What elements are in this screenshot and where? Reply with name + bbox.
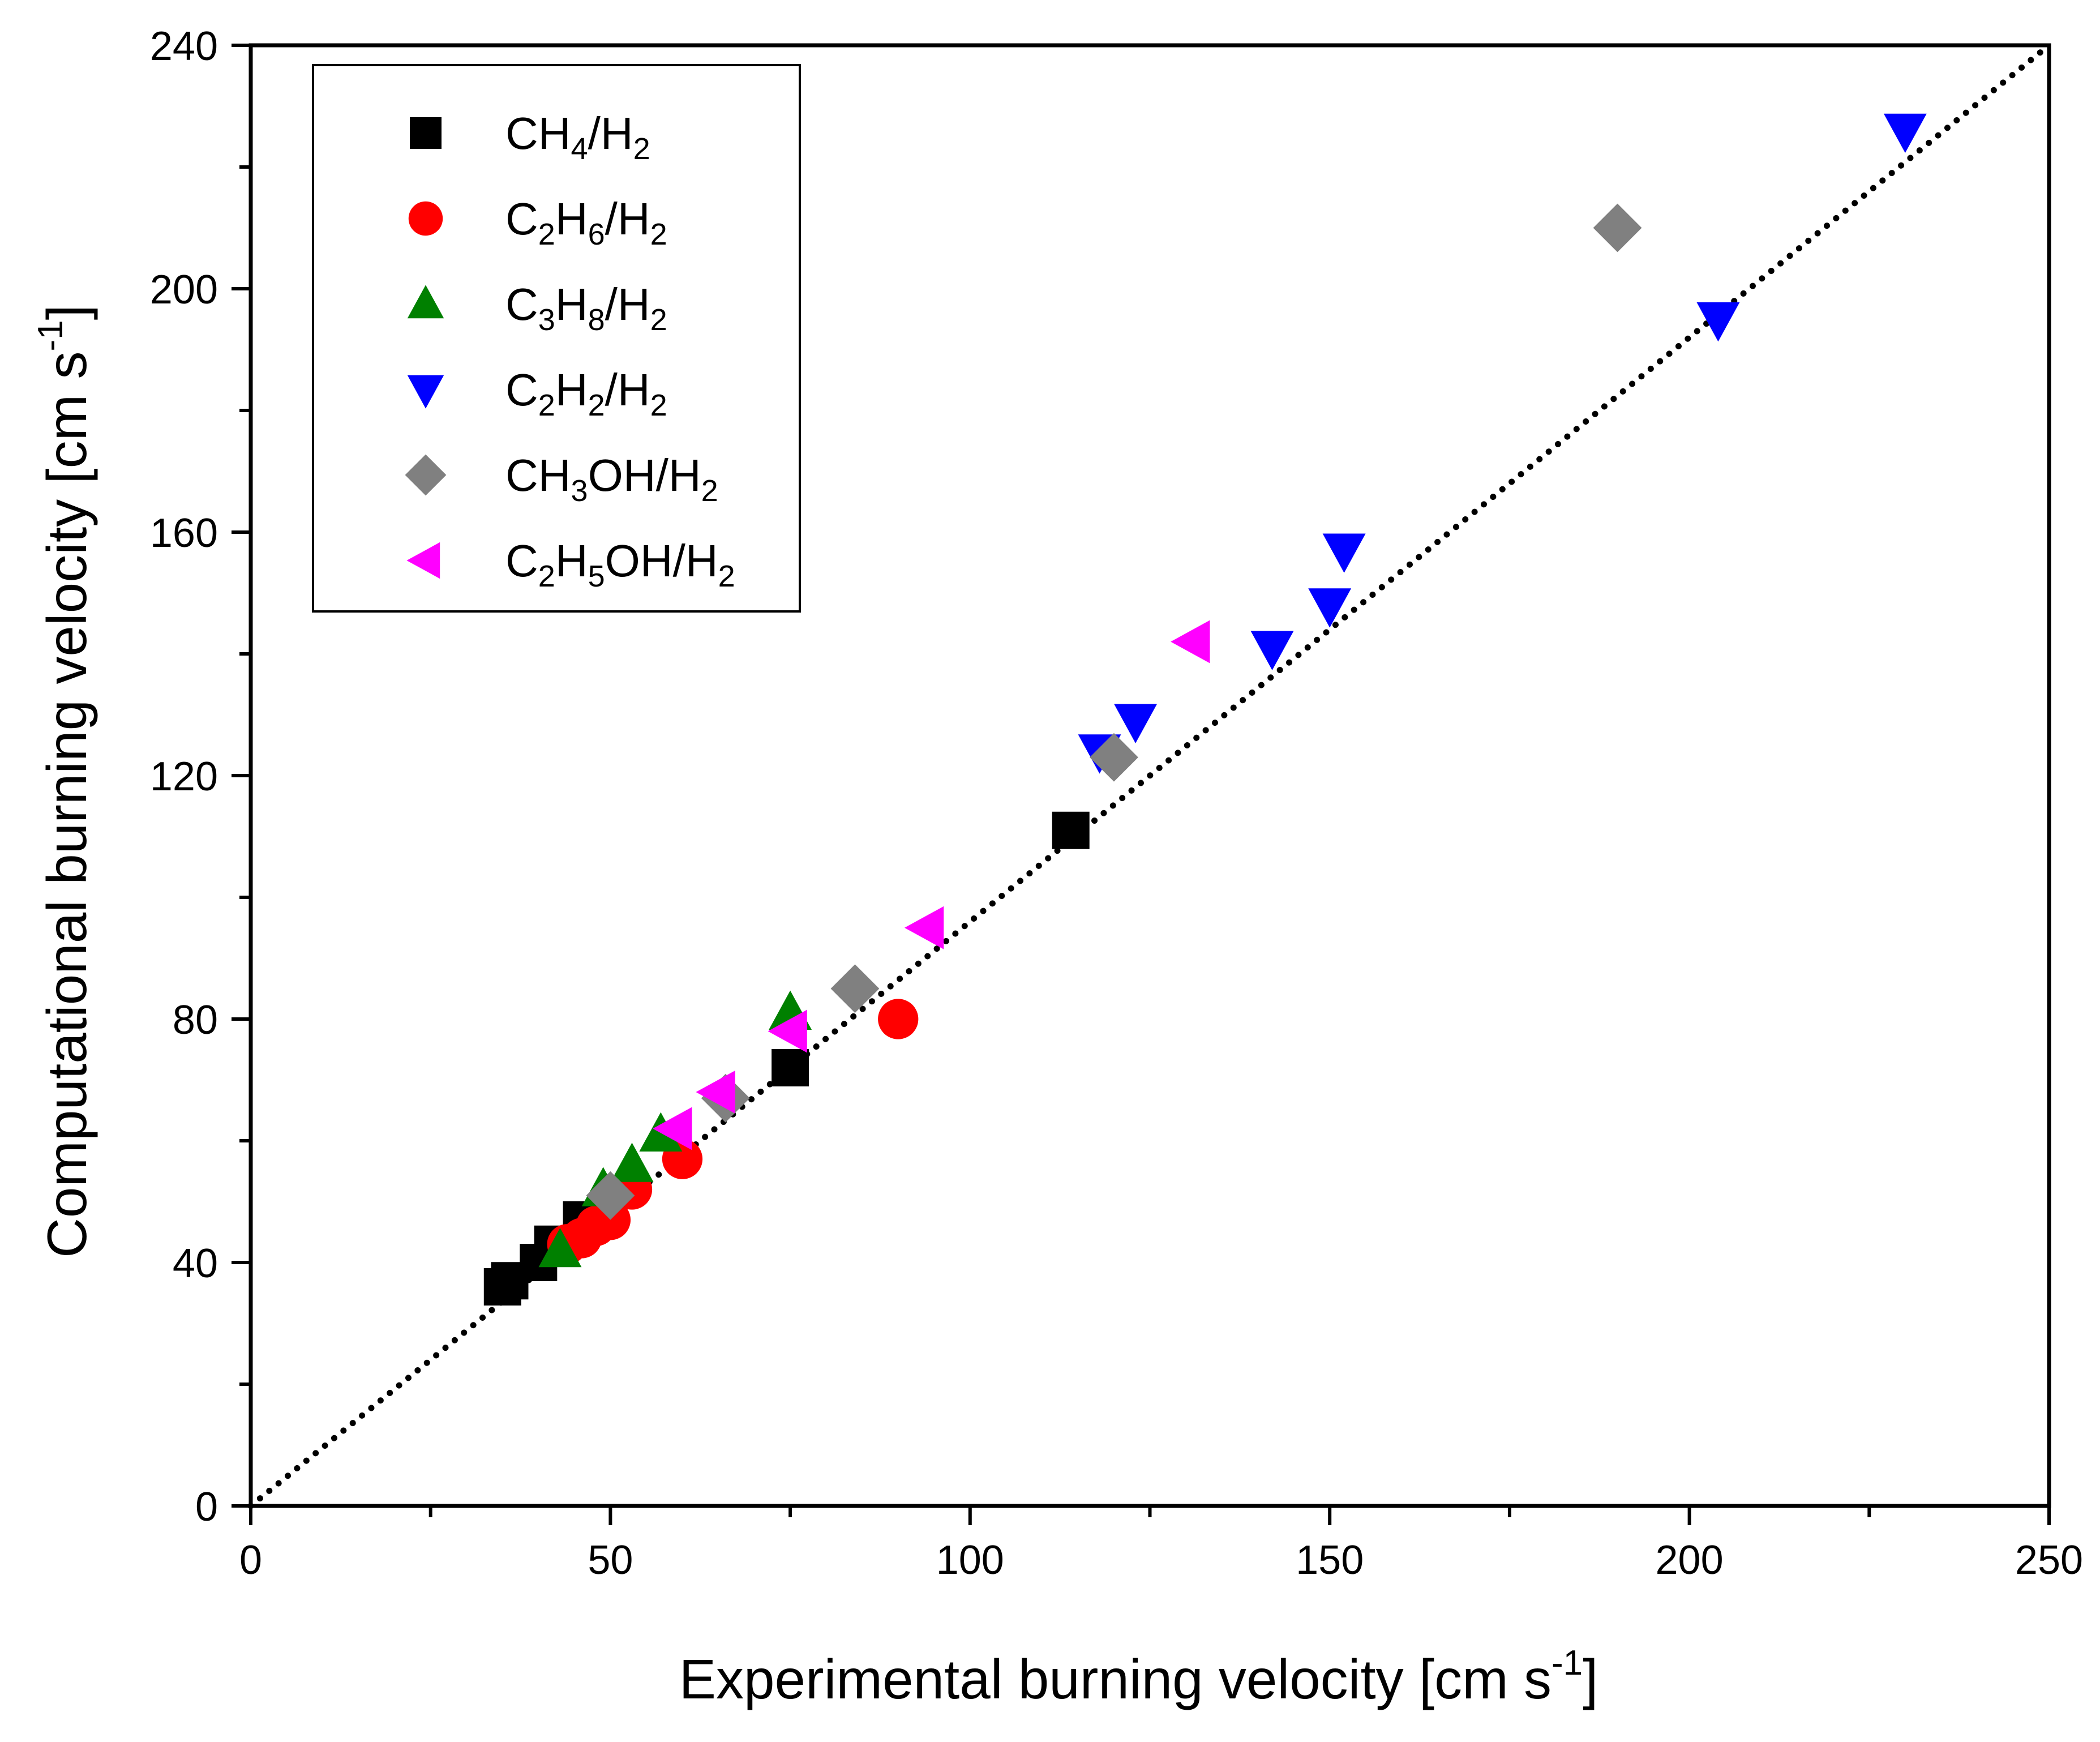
y-axis-title: Computational burning velocity [cm s-1] <box>31 305 98 1258</box>
data-point <box>768 1009 807 1053</box>
series-1 <box>547 999 919 1265</box>
data-points-layer <box>483 113 1927 1306</box>
legend-label: C2H5OH/H2 <box>505 536 735 593</box>
data-point <box>904 906 944 949</box>
x-tick-label: 250 <box>2015 1538 2083 1583</box>
data-point <box>878 999 919 1039</box>
data-point <box>1114 704 1158 743</box>
legend-marker <box>407 285 444 319</box>
legend-label: C3H8/H2 <box>505 279 667 337</box>
legend-marker <box>405 454 447 496</box>
data-point <box>1883 113 1927 153</box>
legend: CH4/H2 C2H6/H2 C3H8/H2 C2H2/H2 CH3OH/H2 C2H5O… <box>312 64 801 613</box>
y-tick-label: 40 <box>173 1241 218 1286</box>
data-point <box>1052 811 1090 849</box>
data-point <box>696 1071 735 1114</box>
series-5 <box>653 620 1210 1150</box>
data-point <box>610 1142 654 1182</box>
x-tick-label: 50 <box>588 1538 633 1583</box>
data-point <box>1593 203 1642 252</box>
y-axis-title-end: ] <box>36 305 98 320</box>
legend-marker <box>408 201 443 236</box>
data-point <box>1250 631 1294 670</box>
reference-line <box>247 42 2052 1509</box>
legend-label: CH3OH/H2 <box>505 450 718 508</box>
y-tick-label: 200 <box>150 267 218 313</box>
y-tick-label: 0 <box>195 1484 218 1530</box>
data-point <box>1696 302 1740 342</box>
data-point <box>1171 620 1210 664</box>
legend-label: C2H2/H2 <box>505 365 667 422</box>
axes-layer: 0 50 100 150 200 250 0 40 80 120 160 200 240 <box>150 24 2083 1583</box>
x-axis-title-end: ] <box>1583 1648 1598 1710</box>
y-tick-label: 120 <box>150 754 218 799</box>
reference-line-layer <box>247 42 2052 1509</box>
x-axis-title-superscript: -1 <box>1552 1643 1583 1683</box>
data-point <box>830 964 880 1013</box>
data-point <box>590 1200 631 1240</box>
x-axis-title-main: Experimental burning velocity [cm s <box>679 1648 1552 1710</box>
legend-marker <box>406 542 440 579</box>
data-point <box>1090 733 1138 782</box>
x-tick-label: 200 <box>1656 1538 1724 1583</box>
legend-marker <box>407 375 444 409</box>
x-tick-label: 150 <box>1296 1538 1364 1583</box>
x-tick-label: 0 <box>239 1538 262 1583</box>
legend-box <box>312 64 801 613</box>
data-point <box>586 1171 635 1220</box>
x-axis-title: Experimental burning velocity [cm s-1] <box>679 1643 1598 1710</box>
data-point <box>1308 588 1352 628</box>
legend-marker <box>410 117 442 149</box>
data-point <box>1322 533 1366 573</box>
series-3 <box>1078 113 1927 774</box>
data-point <box>538 1227 582 1268</box>
data-point <box>772 1049 809 1086</box>
y-axis-title-main: Computational burning velocity [cm s <box>36 351 98 1257</box>
x-tick-label: 100 <box>936 1538 1004 1583</box>
y-tick-label: 80 <box>173 998 218 1043</box>
y-tick-label: 160 <box>150 511 218 556</box>
legend-label: CH4/H2 <box>505 108 650 166</box>
data-point <box>653 1107 692 1150</box>
y-axis-title-superscript: -1 <box>31 320 70 351</box>
y-tick-label: 240 <box>150 24 218 69</box>
legend-label: C2H6/H2 <box>505 194 667 251</box>
